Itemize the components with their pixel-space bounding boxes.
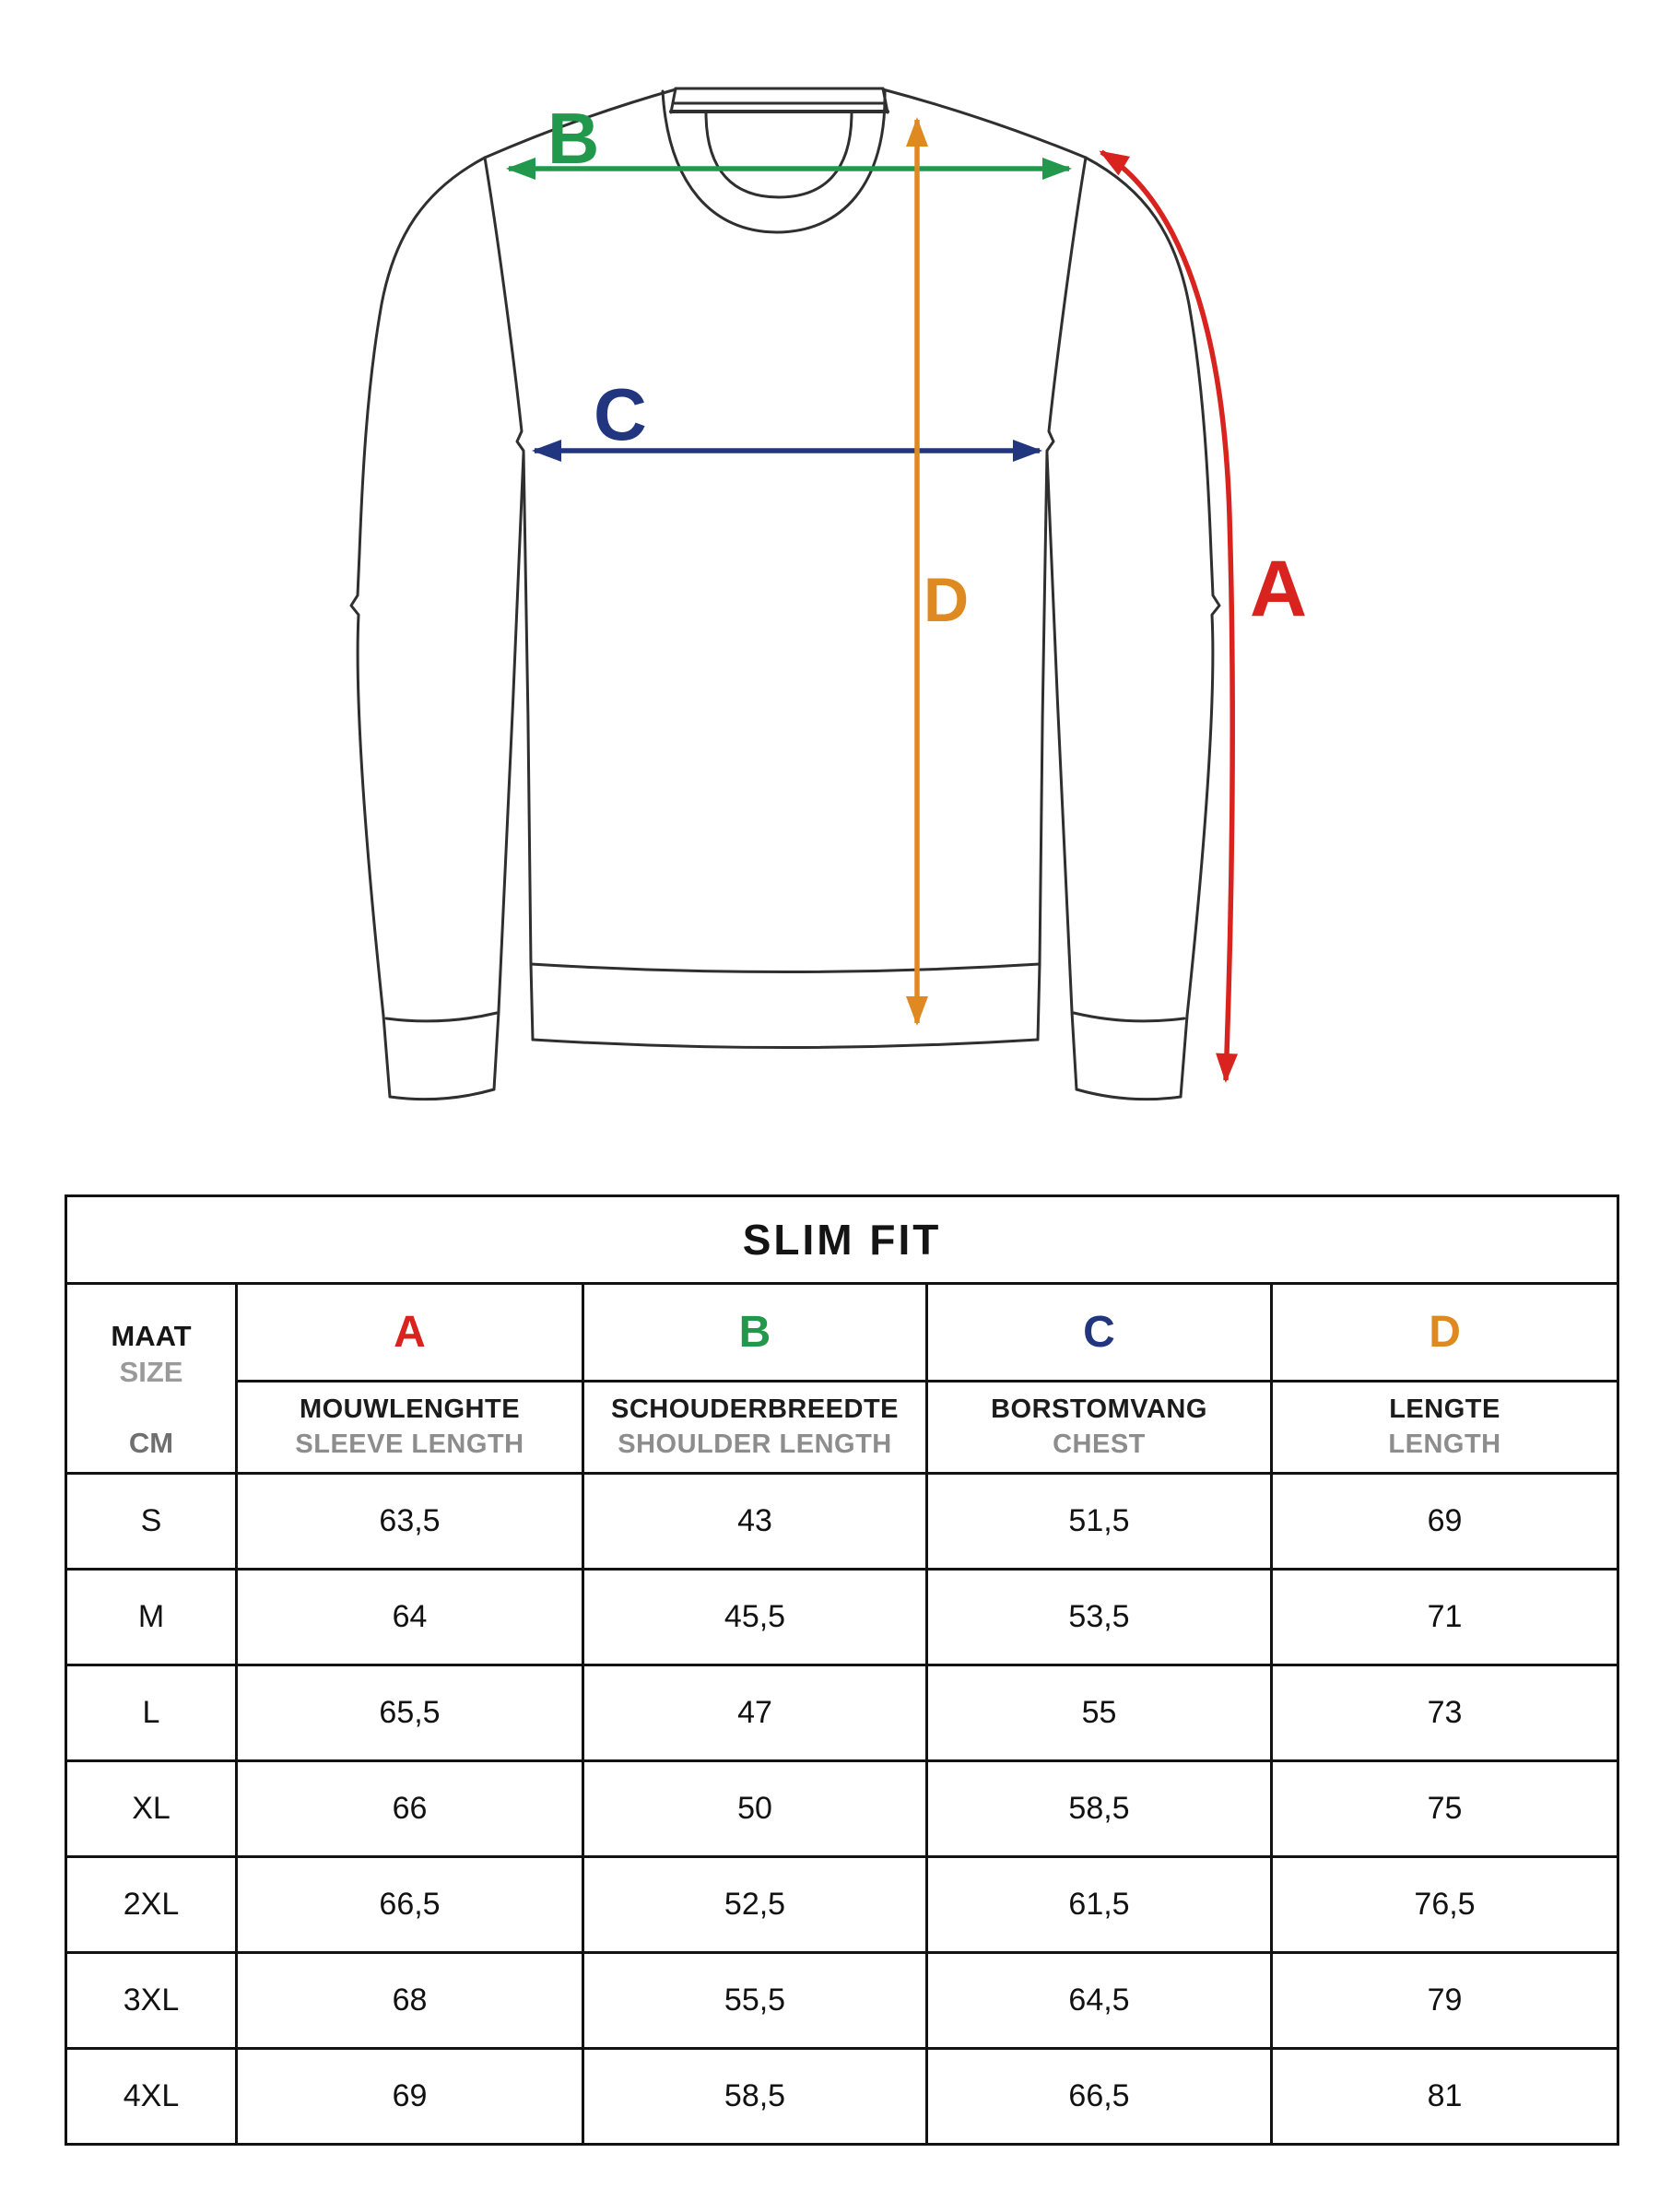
column-name-d-nl: LENGTE: [1389, 1394, 1500, 1424]
column-name-c-nl: BORSTOMVANG: [991, 1394, 1207, 1424]
value-cell-d: 73: [1269, 1664, 1620, 1762]
label-b: B: [547, 98, 599, 179]
size-cell: M: [65, 1568, 238, 1666]
table-row: L 65,5 47 55 73: [65, 1664, 1620, 1762]
label-a: A: [1250, 545, 1307, 633]
fit-title: SLIM FIT: [64, 1194, 1620, 1285]
value-cell-a: 66: [235, 1759, 584, 1858]
column-name-b-en: SHOULDER LENGTH: [618, 1429, 892, 1459]
column-name-a-nl: MOUWLENGHTE: [299, 1394, 521, 1424]
size-cell: 4XL: [65, 2047, 238, 2146]
value-cell-b: 52,5: [582, 1855, 928, 1954]
value-cell-a: 65,5: [235, 1664, 584, 1762]
arrow-a-sleeve-length: [1099, 149, 1239, 1083]
table-row: 2XL 66,5 52,5 61,5 76,5: [65, 1855, 1620, 1954]
column-name-d-en: LENGTH: [1388, 1429, 1501, 1459]
column-name-c-en: CHEST: [1053, 1429, 1146, 1459]
size-table: SLIM FIT MAAT SIZE CM A B C D MOUWLENGHT…: [64, 1194, 1620, 2146]
hem-band: [529, 962, 1041, 1049]
value-cell-a: 68: [235, 1951, 584, 2050]
sweater-drawing: B C D A: [349, 87, 1307, 1101]
size-cell: L: [65, 1664, 238, 1762]
left-shoulder-seam: [483, 88, 677, 159]
value-cell-d: 81: [1269, 2047, 1620, 2146]
left-sleeve: [349, 156, 533, 1101]
value-cell-b: 55,5: [582, 1951, 928, 2050]
value-cell-b: 43: [582, 1472, 928, 1571]
value-cell-b: 50: [582, 1759, 928, 1858]
value-cell-c: 64,5: [925, 1951, 1273, 2050]
column-letter-b: B: [582, 1282, 928, 1382]
value-cell-b: 45,5: [582, 1568, 928, 1666]
value-cell-d: 71: [1269, 1568, 1620, 1666]
value-cell-a: 64: [235, 1568, 584, 1666]
column-name-a-en: SLEEVE LENGTH: [295, 1429, 524, 1459]
unit-label: CM: [128, 1427, 174, 1460]
value-cell-a: 66,5: [235, 1855, 584, 1954]
size-unit-header: MAAT SIZE CM: [65, 1282, 238, 1475]
table-row: S 63,5 43 51,5 69: [65, 1472, 1620, 1571]
column-name-b: SCHOUDERBREEDTE SHOULDER LENGTH: [582, 1380, 928, 1475]
collar: [661, 87, 889, 234]
value-cell-c: 55: [925, 1664, 1273, 1762]
table-row: 4XL 69 58,5 66,5 81: [65, 2047, 1620, 2146]
size-cell: XL: [65, 1759, 238, 1858]
size-cell: 3XL: [65, 1951, 238, 2050]
table-title-row: SLIM FIT: [64, 1194, 1620, 1285]
value-cell-d: 76,5: [1269, 1855, 1620, 1954]
right-sleeve: [1038, 156, 1221, 1101]
garment-measurement-diagram: B C D A: [349, 87, 1307, 1101]
value-cell-c: 51,5: [925, 1472, 1273, 1571]
names-header-row: MOUWLENGHTE SLEEVE LENGTH SCHOUDERBREEDT…: [66, 1380, 1620, 1475]
column-name-a: MOUWLENGHTE SLEEVE LENGTH: [235, 1380, 584, 1475]
size-cell: S: [65, 1472, 238, 1571]
column-name-c: BORSTOMVANG CHEST: [925, 1380, 1273, 1475]
value-cell-a: 69: [235, 2047, 584, 2146]
value-cell-c: 66,5: [925, 2047, 1273, 2146]
value-cell-c: 53,5: [925, 1568, 1273, 1666]
size-cell: 2XL: [65, 1855, 238, 1954]
label-d: D: [924, 565, 969, 635]
column-letter-d: D: [1269, 1282, 1620, 1382]
value-cell-c: 61,5: [925, 1855, 1273, 1954]
column-letter-a: A: [235, 1282, 584, 1382]
column-letter-c: C: [925, 1282, 1273, 1382]
table-row: M 64 45,5 53,5 71: [65, 1568, 1620, 1666]
value-cell-c: 58,5: [925, 1759, 1273, 1858]
value-cell-a: 63,5: [235, 1472, 584, 1571]
table-row: 3XL 68 55,5 64,5 79: [65, 1951, 1620, 2050]
sweater-outline: [349, 87, 1221, 1101]
letters-header-row: MAAT SIZE CM A B C D: [65, 1282, 1620, 1475]
table-row: XL 66 50 58,5 75: [65, 1759, 1620, 1858]
column-name-d: LENGTE LENGTH: [1269, 1380, 1620, 1475]
value-cell-d: 79: [1269, 1951, 1620, 2050]
value-cell-b: 47: [582, 1664, 928, 1762]
value-cell-b: 58,5: [582, 2047, 928, 2146]
size-header-nl: MAAT: [111, 1319, 192, 1352]
value-cell-d: 75: [1269, 1759, 1620, 1858]
right-shoulder-seam: [881, 88, 1088, 159]
value-cell-d: 69: [1269, 1472, 1620, 1571]
label-c: C: [594, 373, 647, 455]
size-header-en: SIZE: [119, 1355, 183, 1388]
column-name-b-nl: SCHOUDERBREEDTE: [610, 1394, 900, 1424]
